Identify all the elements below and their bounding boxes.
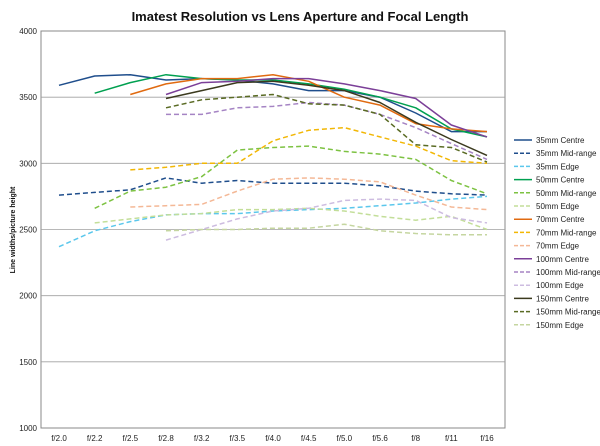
legend-entry: 35mm Centre: [536, 136, 585, 145]
series-line-150mm-centre: [165, 80, 488, 157]
series-line-100mm-edge: [165, 198, 488, 241]
legend-entry: 100mm Centre: [536, 255, 589, 264]
x-tick-label: f/2.8: [158, 434, 174, 443]
legend-entry: 70mm Edge: [536, 242, 580, 251]
y-tick-label: 1500: [19, 358, 37, 367]
x-tick-label: f/11: [445, 434, 458, 443]
x-tick-label: f/5.6: [372, 434, 388, 443]
x-tick-label: f/5.0: [337, 434, 353, 443]
chart-title: Imatest Resolution vs Lens Aperture and …: [132, 9, 469, 24]
y-tick-label: 1000: [19, 424, 37, 433]
legend: 35mm Centre 35mm Mid-range 35mm Edge 50mm C…: [514, 136, 600, 330]
y-tick-label: 2000: [19, 292, 37, 301]
series-line-35mm-mid-range: [58, 177, 488, 196]
series-line-50mm-centre: [94, 73, 488, 138]
legend-entry: 35mm Mid-range: [536, 149, 597, 158]
legend-entry: 100mm Mid-range: [536, 268, 600, 277]
legend-entry: 150mm Centre: [536, 294, 589, 303]
series-line-70mm-edge: [130, 177, 488, 211]
series-line-100mm-centre: [165, 77, 488, 138]
x-tick-label: f/4.5: [301, 434, 317, 443]
x-tick-layer: f/2.0 f/2.2 f/2.5 f/2.8 f/3.2 f/3.5 f/4.0 f/4.5…: [51, 434, 494, 443]
y-tick-label: 3000: [19, 159, 37, 168]
x-tick-label: f/3.2: [194, 434, 210, 443]
series-line-70mm-centre: [130, 73, 488, 133]
legend-entry: 70mm Centre: [536, 215, 585, 224]
legend-entry: 50mm Edge: [536, 202, 580, 211]
x-tick-label: f/2.2: [87, 434, 103, 443]
series-line-50mm-mid-range: [94, 145, 488, 209]
x-tick-label: f/16: [480, 434, 494, 443]
series-line-150mm-edge: [165, 223, 487, 236]
y-tick-layer: 1000 1500 2000 2500 3000 3500 4000: [19, 27, 37, 433]
series-line-35mm-edge: [58, 195, 488, 248]
legend-entry: 50mm Centre: [536, 176, 585, 185]
series-line-70mm-mid-range: [130, 126, 488, 171]
legend-entry: 50mm Mid-range: [536, 189, 597, 198]
legend-entry: 70mm Mid-range: [536, 228, 597, 237]
x-tick-label: f/4.0: [265, 434, 281, 443]
y-tick-label: 2500: [19, 226, 37, 235]
series-line-150mm-mid-range: [165, 93, 488, 163]
legend-entry: 100mm Edge: [536, 281, 584, 290]
y-axis-label: Line widths/picture height: [10, 186, 17, 273]
legend-entry: 35mm Edge: [536, 162, 580, 171]
legend-entry: 150mm Edge: [536, 321, 584, 330]
x-tick-label: f/3.5: [230, 434, 246, 443]
grid-layer: [41, 96, 505, 363]
y-tick-label: 4000: [19, 27, 37, 36]
series-line-35mm-centre: [58, 73, 487, 133]
x-tick-label: f/2.0: [51, 434, 67, 443]
x-tick-label: f/2.5: [123, 434, 139, 443]
series-layer: [58, 73, 488, 248]
x-tick-label: f/8: [411, 434, 420, 443]
y-tick-label: 3500: [19, 93, 37, 102]
legend-entry: 150mm Mid-range: [536, 308, 600, 317]
